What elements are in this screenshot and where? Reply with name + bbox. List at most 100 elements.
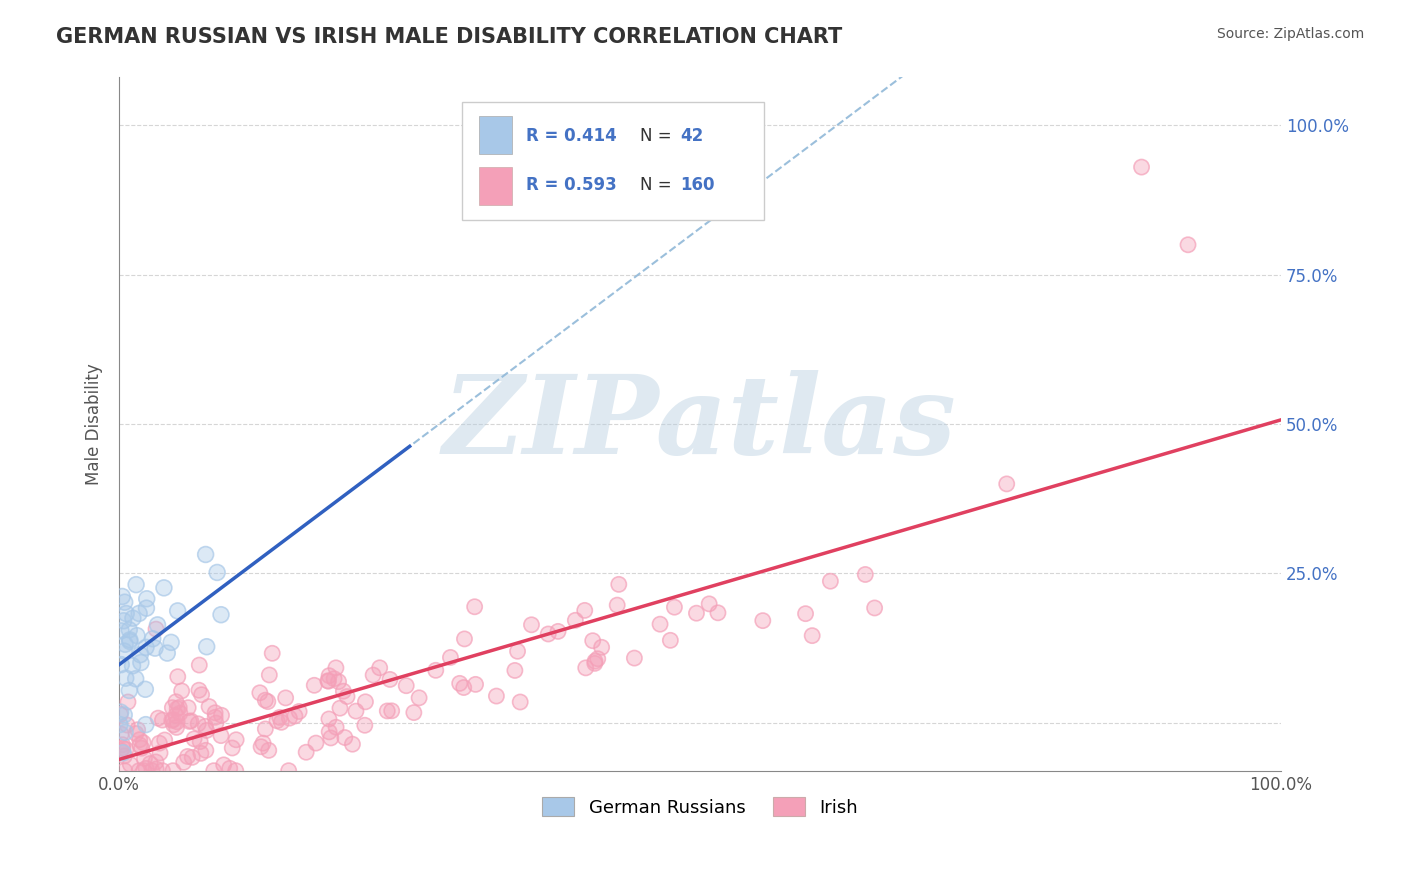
- Point: [204, 710, 226, 724]
- Point: [574, 603, 596, 617]
- Point: [503, 664, 526, 678]
- Point: [449, 676, 471, 690]
- Point: [188, 683, 211, 698]
- Point: [250, 739, 273, 754]
- Point: [111, 590, 134, 604]
- Point: [112, 746, 135, 760]
- Point: [318, 674, 340, 689]
- Point: [162, 700, 184, 714]
- Point: [342, 737, 364, 751]
- Point: [794, 607, 817, 621]
- Point: [176, 749, 198, 764]
- Point: [318, 668, 340, 682]
- Point: [165, 695, 187, 709]
- Point: [575, 661, 598, 675]
- Point: [336, 690, 359, 704]
- Point: [607, 577, 630, 591]
- Point: [697, 597, 720, 611]
- Point: [278, 711, 301, 725]
- Point: [156, 646, 179, 660]
- Point: [166, 701, 188, 715]
- Point: [575, 661, 598, 675]
- Point: [143, 641, 166, 656]
- Point: [254, 722, 277, 736]
- Point: [143, 641, 166, 656]
- Point: [685, 606, 707, 620]
- Point: [167, 700, 190, 714]
- Point: [564, 613, 586, 627]
- Point: [225, 764, 247, 778]
- Point: [118, 632, 141, 647]
- Point: [606, 598, 628, 612]
- Point: [659, 633, 682, 648]
- Point: [607, 577, 630, 591]
- Point: [111, 741, 134, 756]
- Point: [270, 715, 292, 730]
- Point: [375, 704, 398, 718]
- Point: [166, 720, 188, 734]
- Point: [439, 650, 461, 665]
- Point: [664, 600, 686, 615]
- Point: [250, 739, 273, 754]
- Point: [195, 640, 218, 654]
- Point: [202, 764, 225, 778]
- Point: [181, 750, 204, 764]
- Text: Source: ZipAtlas.com: Source: ZipAtlas.com: [1216, 27, 1364, 41]
- Point: [333, 731, 356, 745]
- Point: [316, 673, 339, 688]
- Point: [120, 757, 142, 772]
- Point: [145, 622, 167, 636]
- Point: [114, 637, 136, 651]
- Point: [204, 710, 226, 724]
- Point: [135, 591, 157, 606]
- Point: [361, 668, 384, 682]
- Point: [342, 737, 364, 751]
- Point: [256, 695, 278, 709]
- Point: [304, 678, 326, 692]
- Point: [167, 700, 190, 714]
- Point: [121, 658, 143, 673]
- Point: [752, 614, 775, 628]
- Point: [520, 617, 543, 632]
- Point: [305, 736, 328, 750]
- Point: [108, 717, 131, 731]
- Point: [162, 764, 184, 778]
- Point: [1130, 160, 1153, 174]
- Point: [194, 743, 217, 757]
- Point: [329, 701, 352, 715]
- Point: [169, 706, 191, 721]
- Point: [169, 706, 191, 721]
- Text: R = 0.593: R = 0.593: [526, 176, 617, 194]
- Point: [114, 725, 136, 739]
- Point: [378, 673, 401, 687]
- Point: [170, 684, 193, 698]
- Point: [110, 727, 132, 741]
- Point: [148, 736, 170, 750]
- Point: [801, 629, 824, 643]
- Point: [288, 705, 311, 719]
- Point: [537, 627, 560, 641]
- Point: [118, 632, 141, 647]
- Point: [128, 738, 150, 752]
- Point: [135, 591, 157, 606]
- Point: [132, 736, 155, 750]
- Text: ZIPatlas: ZIPatlas: [443, 370, 957, 478]
- Point: [295, 745, 318, 759]
- Point: [110, 624, 132, 638]
- Point: [135, 640, 157, 655]
- Point: [262, 646, 284, 660]
- Point: [183, 731, 205, 746]
- Point: [402, 706, 425, 720]
- Point: [583, 654, 606, 668]
- Point: [165, 708, 187, 723]
- Y-axis label: Male Disability: Male Disability: [86, 363, 103, 485]
- Point: [449, 676, 471, 690]
- Point: [115, 718, 138, 732]
- Point: [115, 742, 138, 756]
- Text: 42: 42: [681, 128, 703, 145]
- Text: N =: N =: [640, 128, 671, 145]
- Point: [332, 684, 354, 698]
- Point: [125, 577, 148, 591]
- Point: [506, 644, 529, 658]
- Point: [122, 611, 145, 625]
